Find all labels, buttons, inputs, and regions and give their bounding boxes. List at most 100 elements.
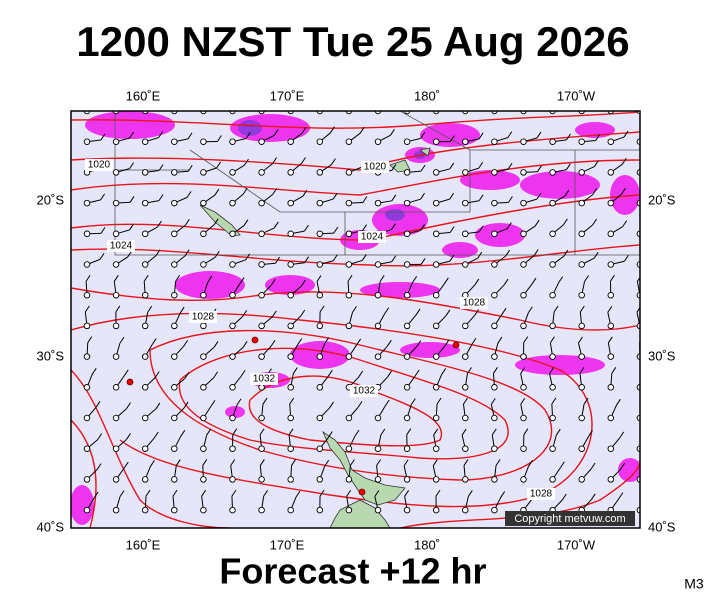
wind-barbs (83, 97, 658, 514)
barb-shaft (230, 459, 236, 466)
barb-shaft (549, 367, 554, 374)
barb-station (491, 476, 498, 483)
barb-shaft (551, 397, 557, 405)
barb-shaft (380, 428, 386, 436)
barb-shaft (184, 249, 190, 256)
barb-shaft (507, 162, 513, 170)
axis-labels: 160˚E 170˚E 180˚ 170˚W 160˚E 170˚E 180˚ … (37, 88, 676, 552)
barb-station (520, 291, 527, 299)
barb-shaft (651, 157, 655, 163)
barb-station (403, 476, 411, 483)
barb-shaft (391, 194, 397, 202)
barb-station (462, 169, 469, 176)
barb-shaft (449, 226, 455, 233)
barb-station (316, 414, 324, 422)
map-body: 1020 1020 1024 1024 1028 1028 1032 1032 … (71, 97, 658, 528)
barb-shaft (157, 220, 162, 228)
barb-shaft (319, 489, 325, 497)
barb-station (141, 384, 149, 391)
isobar-label: 1020 (85, 159, 113, 171)
barb-station (462, 138, 469, 145)
barb-shaft (624, 254, 629, 262)
barb-shaft (463, 397, 468, 405)
barb-shaft (332, 97, 336, 103)
barb-shaft (362, 224, 367, 231)
copyright-box (505, 511, 635, 526)
barb-shaft (147, 305, 153, 313)
barb-shaft (474, 278, 480, 286)
map-code: M3 (684, 576, 704, 592)
barb-shaft (319, 111, 321, 112)
barb-shaft (653, 223, 657, 229)
barb-shaft (639, 111, 640, 112)
barb-station (141, 322, 149, 330)
barb-shaft (537, 101, 541, 107)
barb-station (200, 476, 207, 483)
barb-station (607, 322, 615, 330)
barb-station (607, 230, 615, 238)
barb-station (345, 199, 353, 207)
barb-station (403, 506, 411, 514)
barb-shaft (242, 341, 248, 348)
land (199, 147, 431, 528)
barb-shaft (245, 253, 251, 261)
barb-shaft (536, 131, 542, 139)
barb-station (171, 445, 178, 452)
barb-station (549, 199, 556, 207)
barb-shaft (183, 339, 189, 347)
barb-shaft (93, 491, 99, 499)
barb-station (491, 291, 498, 299)
barb-shaft (497, 336, 503, 344)
barb-shaft (412, 276, 418, 283)
barb-station (200, 384, 207, 391)
barb-station (258, 230, 265, 238)
barb-shaft (645, 491, 649, 497)
barb-station (403, 384, 411, 391)
isobar-label: 1028 (527, 488, 555, 500)
barb-shaft (319, 305, 325, 313)
barb-station (229, 291, 236, 299)
barb-shaft (467, 490, 473, 497)
barb-shaft (101, 102, 105, 108)
barb-shaft (239, 277, 245, 284)
barb-shaft (620, 463, 625, 470)
barb-station (374, 414, 382, 422)
barb-station (549, 384, 556, 391)
barb-shaft (583, 397, 589, 405)
barb-station (83, 261, 91, 268)
barb-shaft (561, 493, 567, 501)
barb-shaft (207, 275, 213, 283)
barb-station (112, 445, 120, 452)
barb-station (112, 199, 120, 207)
barb-shaft (99, 253, 105, 260)
barb-station (345, 353, 353, 360)
barb-station (171, 138, 178, 145)
barb-station (462, 322, 469, 330)
barb-shaft (590, 493, 596, 501)
barb-station (520, 445, 527, 452)
barb-station (141, 230, 149, 238)
barb-shaft (259, 459, 265, 466)
barb-station (258, 291, 265, 299)
barb-shaft (84, 305, 90, 313)
isobars (71, 111, 640, 528)
barb-station (520, 384, 527, 391)
barb-shaft (288, 428, 294, 436)
barb-station (345, 414, 353, 422)
barb-shaft (654, 102, 658, 108)
barb-shaft (184, 218, 190, 226)
barb-shaft (213, 341, 219, 348)
lon-label: 180˚ (414, 537, 440, 552)
barb-station (316, 138, 324, 145)
barb-station (112, 261, 120, 268)
barb-shaft (564, 189, 570, 197)
barb-shaft (390, 223, 396, 230)
barb-shaft (214, 250, 220, 258)
barb-shaft (153, 431, 159, 439)
barb-station (200, 353, 207, 360)
barb-shaft (433, 428, 439, 436)
barb-station (491, 261, 498, 268)
barb-shaft (126, 433, 131, 440)
barb-shaft (150, 460, 155, 467)
barb-shaft (316, 275, 322, 282)
